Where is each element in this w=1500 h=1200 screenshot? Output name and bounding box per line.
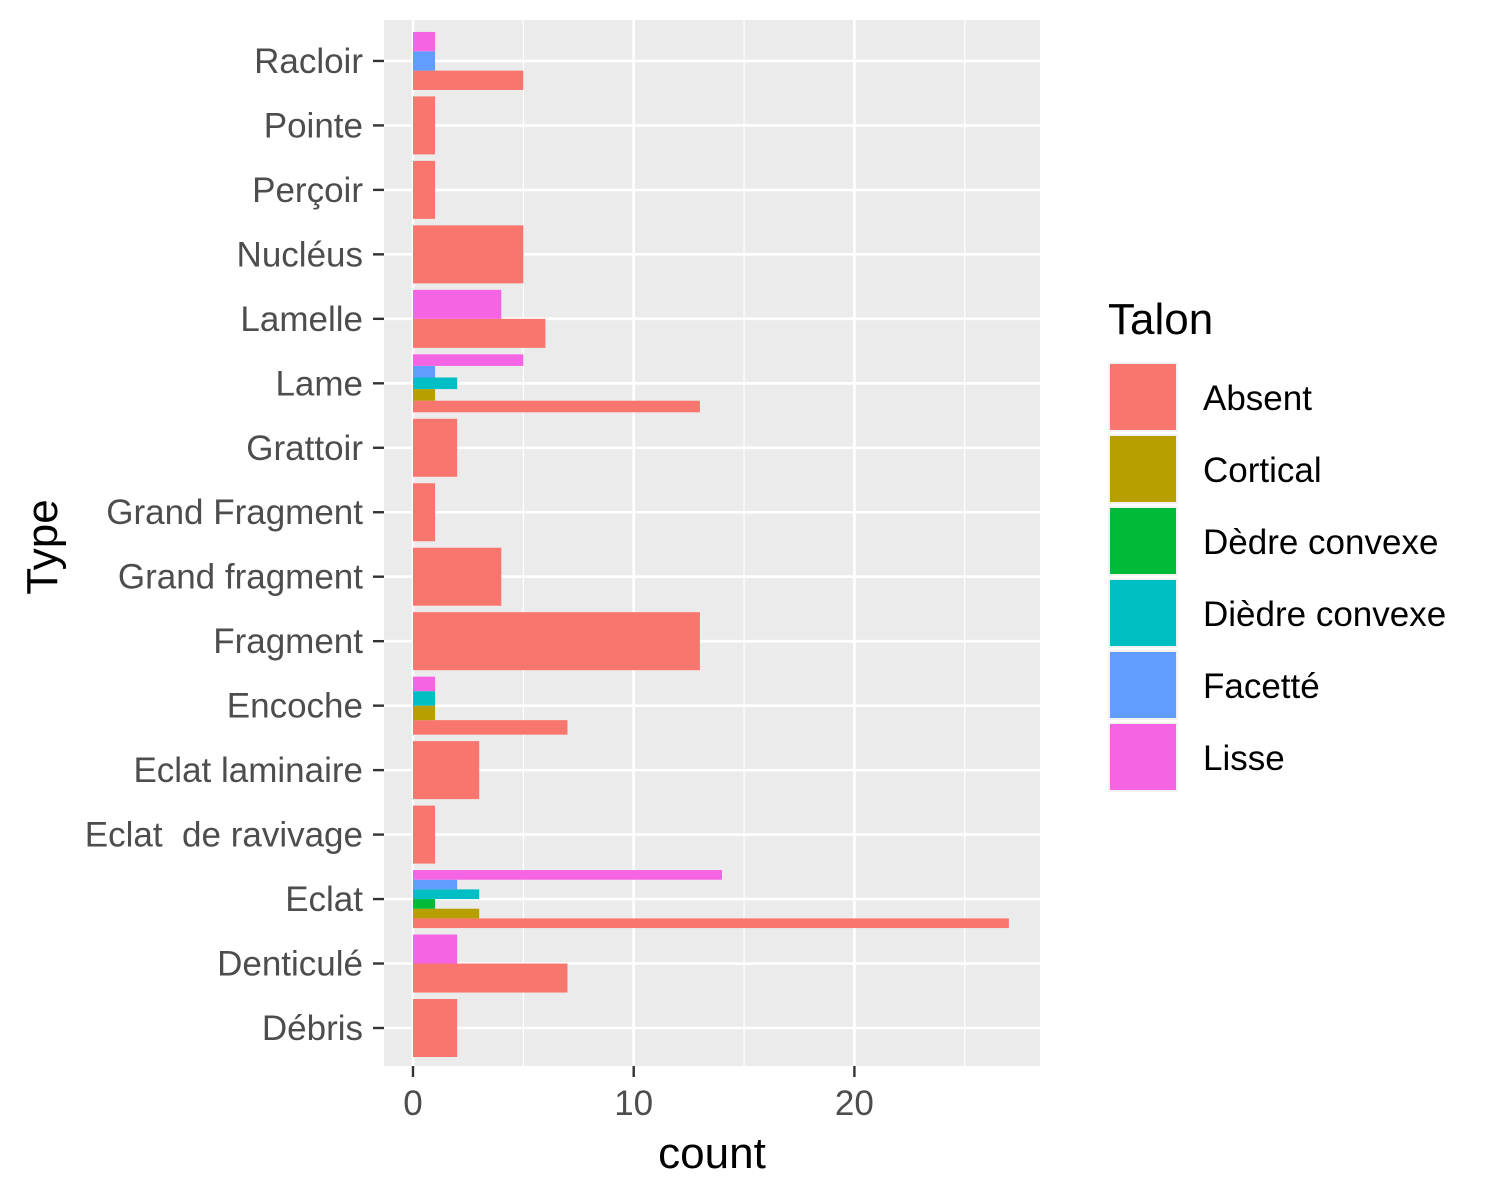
legend-title: Talon [1108, 295, 1213, 344]
bar-grattoir-absent [413, 418, 458, 477]
x-tick-label: 20 [835, 1084, 874, 1123]
legend-label-absent: Absent [1203, 379, 1312, 418]
bar-eclat-cortical [413, 908, 480, 919]
y-tick-label: Encoche [227, 687, 363, 726]
legend-key-facette [1110, 652, 1176, 718]
bar-lamelle-lisse [413, 289, 502, 319]
bar-eclat-diedre-convexe [413, 889, 480, 900]
legend-label-lisse: Lisse [1203, 739, 1285, 778]
bar-lame-diedre-convexe [413, 377, 458, 390]
bar-eclat-absent [413, 918, 1009, 929]
bar-grand-fragment-absent [413, 483, 436, 542]
y-tick-label: Racloir [254, 42, 363, 81]
legend: Talon Absent Cortical Dèdre convexe Dièdre … [1108, 295, 1446, 792]
y-tick-label: Grand Fragment [106, 493, 363, 532]
bar-racloir-absent [413, 70, 524, 90]
legend-key-diedre-convexe [1110, 580, 1176, 646]
y-tick-label: Débris [262, 1009, 363, 1048]
bar-lame-cortical [413, 389, 436, 401]
bar-denticule-absent [413, 963, 568, 993]
legend-key-dedre-convexe [1110, 508, 1176, 574]
bar-eclat-lisse [413, 870, 722, 880]
x-tick-label: 10 [614, 1084, 653, 1123]
bar-lame-absent [413, 400, 700, 413]
bar-eclat-laminaire-absent [413, 741, 480, 800]
bar-grand-fragment-absent [413, 547, 502, 606]
legend-key-cortical [1110, 436, 1176, 502]
legend-label-diedre-convexe: Dièdre convexe [1203, 595, 1446, 634]
y-tick-label: Lame [275, 364, 363, 403]
y-tick-label: Grand fragment [118, 558, 363, 597]
y-tick-label: Fragment [213, 622, 363, 661]
bar-lame-lisse [413, 354, 524, 366]
bar-lame-facette [413, 365, 436, 378]
y-tick-label: Denticulé [217, 945, 363, 984]
bar-eclat-facette [413, 879, 458, 890]
bar-percoir-absent [413, 160, 436, 219]
y-axis-title: Type [18, 499, 67, 594]
x-tick-label: 0 [403, 1084, 422, 1123]
bar-fragment-absent [413, 612, 700, 671]
y-axis: Débris Denticulé Eclat Eclat de ravivage Ecl… [85, 42, 384, 1048]
bar-encoche-absent [413, 720, 568, 735]
bar-encoche-diedre-convexe [413, 691, 436, 706]
x-axis-title: count [658, 1129, 766, 1178]
bar-encoche-cortical [413, 705, 436, 721]
bars [413, 31, 1009, 1057]
bar-denticule-lisse [413, 934, 458, 964]
legend-label-facette: Facetté [1203, 667, 1320, 706]
bar-racloir-facette [413, 51, 436, 71]
x-axis: 0 10 20 [403, 1066, 874, 1123]
y-tick-label: Pointe [264, 106, 363, 145]
panel-background [384, 20, 1040, 1066]
bar-encoche-lisse [413, 676, 436, 692]
y-tick-label: Eclat de ravivage [85, 816, 363, 855]
legend-label-cortical: Cortical [1203, 451, 1322, 490]
bar-eclat-de-ravivage-absent [413, 805, 436, 864]
legend-label-dedre-convexe: Dèdre convexe [1203, 523, 1438, 562]
bar-racloir-lisse [413, 31, 436, 52]
y-tick-label: Grattoir [246, 429, 363, 468]
y-tick-label: Nucléus [237, 235, 363, 274]
bar-lamelle-absent [413, 318, 546, 348]
y-tick-label: Lamelle [240, 300, 363, 339]
legend-key-lisse [1110, 724, 1176, 790]
bar-debris-absent [413, 999, 458, 1057]
y-tick-label: Eclat [285, 880, 363, 919]
y-tick-label: Perçoir [252, 171, 363, 210]
bar-nucleus-absent [413, 225, 524, 284]
bar-pointe-absent [413, 96, 436, 155]
legend-key-absent [1110, 364, 1176, 430]
bar-eclat-dedre-convexe [413, 899, 436, 909]
grid-lines [384, 20, 1040, 1066]
y-tick-label: Eclat laminaire [133, 751, 363, 790]
